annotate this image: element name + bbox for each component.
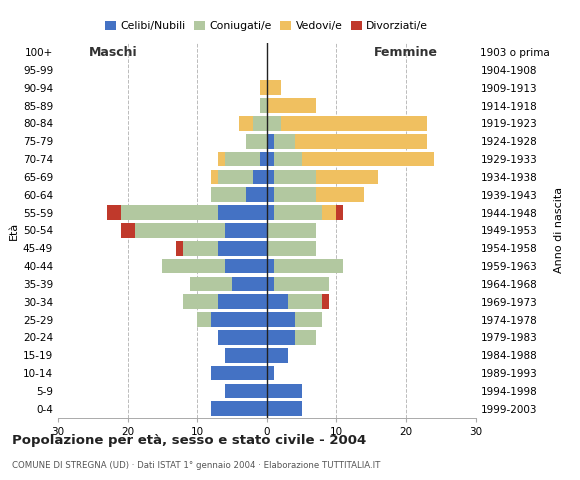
Bar — [336, 205, 343, 220]
Bar — [267, 348, 288, 362]
Bar — [295, 134, 427, 149]
Bar — [211, 187, 246, 202]
Bar — [218, 169, 253, 184]
Bar — [267, 152, 274, 167]
Bar — [281, 116, 427, 131]
Bar — [121, 223, 135, 238]
Text: Popolazione per età, sesso e stato civile - 2004: Popolazione per età, sesso e stato civil… — [12, 434, 366, 447]
Bar — [162, 259, 225, 274]
Bar — [267, 366, 274, 380]
Bar — [274, 152, 302, 167]
Bar — [183, 241, 218, 255]
Bar — [218, 205, 267, 220]
Bar — [267, 98, 316, 113]
Bar — [135, 223, 225, 238]
Bar — [232, 276, 267, 291]
Bar — [225, 152, 260, 167]
Bar — [246, 134, 267, 149]
Bar — [218, 152, 225, 167]
Bar — [211, 312, 267, 327]
Bar — [267, 205, 274, 220]
Bar — [121, 205, 218, 220]
Text: Femmine: Femmine — [374, 46, 438, 59]
Bar — [274, 259, 343, 274]
Bar — [260, 98, 267, 113]
Bar — [267, 81, 281, 95]
Bar — [267, 330, 295, 345]
Bar — [274, 187, 316, 202]
Bar — [253, 116, 267, 131]
Bar — [218, 294, 267, 309]
Bar — [197, 312, 211, 327]
Bar — [274, 134, 295, 149]
Bar — [274, 169, 316, 184]
Bar — [225, 259, 267, 274]
Bar — [274, 276, 329, 291]
Bar — [267, 223, 316, 238]
Bar — [267, 401, 302, 416]
Y-axis label: Anno di nascita: Anno di nascita — [554, 187, 564, 274]
Bar — [322, 205, 336, 220]
Bar — [267, 116, 281, 131]
Bar — [295, 330, 316, 345]
Bar — [253, 169, 267, 184]
Bar — [316, 187, 364, 202]
Y-axis label: Età: Età — [9, 221, 19, 240]
Bar — [316, 169, 378, 184]
Bar — [267, 276, 274, 291]
Bar — [267, 312, 295, 327]
Bar — [302, 152, 434, 167]
Bar — [239, 116, 253, 131]
Text: COMUNE DI STREGNA (UD) · Dati ISTAT 1° gennaio 2004 · Elaborazione TUTTITALIA.IT: COMUNE DI STREGNA (UD) · Dati ISTAT 1° g… — [12, 461, 380, 470]
Bar — [267, 294, 288, 309]
Bar — [225, 223, 267, 238]
Bar — [295, 312, 322, 327]
Bar — [211, 366, 267, 380]
Bar — [267, 384, 302, 398]
Bar — [183, 294, 218, 309]
Bar — [267, 134, 274, 149]
Bar — [211, 169, 218, 184]
Bar — [218, 330, 267, 345]
Bar — [267, 187, 274, 202]
Bar — [107, 205, 121, 220]
Legend: Celibi/Nubili, Coniugati/e, Vedovi/e, Divorziati/e: Celibi/Nubili, Coniugati/e, Vedovi/e, Di… — [101, 17, 433, 36]
Bar — [288, 294, 322, 309]
Bar — [211, 401, 267, 416]
Bar — [225, 384, 267, 398]
Text: Maschi: Maschi — [89, 46, 138, 59]
Bar — [190, 276, 232, 291]
Bar — [246, 187, 267, 202]
Bar — [322, 294, 329, 309]
Bar — [176, 241, 183, 255]
Bar — [260, 81, 267, 95]
Bar — [267, 241, 316, 255]
Bar — [274, 205, 322, 220]
Bar — [267, 169, 274, 184]
Bar — [218, 241, 267, 255]
Bar — [225, 348, 267, 362]
Bar — [267, 259, 274, 274]
Bar — [260, 152, 267, 167]
